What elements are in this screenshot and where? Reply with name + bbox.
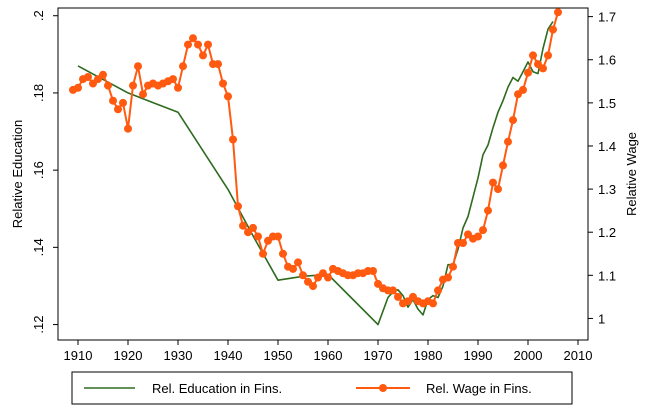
wage-data-point [449, 262, 457, 271]
wage-data-point [119, 98, 127, 107]
wage-data-point [294, 258, 302, 267]
x-tick-label: 2000 [514, 348, 543, 363]
wage-data-point [99, 70, 107, 79]
wage-data-point [174, 83, 182, 92]
x-tick-label: 1930 [164, 348, 193, 363]
wage-data-point [484, 206, 492, 215]
wage-data-point [204, 40, 212, 49]
y-right-tick-label: 1.4 [598, 139, 616, 154]
wage-data-point [279, 249, 287, 258]
y-right-tick-label: 1.2 [598, 225, 616, 240]
wage-data-point [489, 178, 497, 187]
wage-data-point [429, 299, 437, 308]
y-left-tick-label: .14 [31, 238, 46, 256]
legend-label-education: Rel. Education in Fins. [152, 381, 282, 396]
y-right-tick-label: 1 [598, 311, 605, 326]
wage-data-point [474, 232, 482, 241]
plot-area-frame [57, 7, 589, 341]
x-tick-label: 1910 [64, 348, 93, 363]
wage-data-point [179, 62, 187, 71]
wage-data-point [259, 249, 267, 258]
wage-data-point [289, 264, 297, 273]
wage-data-point [219, 79, 227, 88]
wage-data-point [299, 271, 307, 280]
wage-data-point [324, 273, 332, 282]
wage-data-point [229, 135, 237, 144]
wage-data-point [189, 34, 197, 43]
wage-data-point [199, 51, 207, 60]
wage-data-point [114, 105, 122, 114]
y-right-tick-label: 1.7 [598, 10, 616, 25]
wage-data-point [129, 81, 137, 90]
wage-data-point [194, 40, 202, 49]
wage-data-point [84, 73, 92, 81]
wage-data-point [494, 185, 502, 194]
wage-data-point [369, 267, 377, 275]
wage-data-point [254, 232, 262, 241]
y-left-tick-label: .18 [31, 84, 46, 102]
y-right-tick-label: 1.3 [598, 182, 616, 197]
wage-data-point [74, 83, 82, 92]
wage-data-point [479, 226, 487, 235]
wage-data-point [184, 40, 192, 49]
wage-data-point [169, 75, 177, 84]
wage-data-point [519, 85, 527, 94]
x-tick-label: 2010 [564, 348, 593, 363]
wage-data-point [139, 90, 147, 99]
x-tick-label: 1950 [264, 348, 293, 363]
wage-data-point [239, 221, 247, 230]
wage-data-point [539, 64, 547, 73]
wage-data-point [554, 8, 562, 17]
wage-data-point [394, 292, 402, 301]
wage-data-point [124, 124, 132, 133]
wage-data-point [389, 286, 397, 295]
y-right-tick-label: 1.6 [598, 53, 616, 68]
wage-data-point [434, 286, 442, 295]
x-tick-label: 1960 [314, 348, 343, 363]
wage-data-point [214, 60, 222, 69]
x-tick-label: 1920 [114, 348, 143, 363]
wage-data-point [549, 25, 557, 34]
wage-data-point [524, 68, 532, 77]
y-left-tick-label: .16 [31, 161, 46, 179]
wage-data-point [529, 51, 537, 60]
wage-data-point [544, 51, 552, 60]
x-tick-label: 1980 [414, 348, 443, 363]
wage-data-point [104, 81, 112, 90]
legend-swatch-wage-marker [379, 384, 387, 392]
y-right-tick-label: 1.5 [598, 96, 616, 111]
y-left-axis-title: Relative Education [10, 120, 25, 228]
series-line-wage [72, 12, 559, 305]
x-tick-label: 1940 [214, 348, 243, 363]
wage-data-point [444, 273, 452, 282]
y-left-tick-label: .12 [31, 316, 46, 334]
y-left-tick-label: .2 [31, 10, 46, 21]
wage-data-point [499, 161, 507, 170]
wage-data-point [459, 239, 467, 247]
x-tick-label: 1970 [364, 348, 393, 363]
y-right-axis-title: Relative Wage [624, 132, 639, 216]
wage-data-point [504, 137, 512, 146]
wage-data-point [224, 92, 232, 101]
series-line-education [77, 21, 554, 326]
wage-data-point [509, 116, 517, 125]
wage-data-point [134, 62, 142, 71]
wage-data-point [309, 282, 317, 291]
wage-data-point [234, 202, 242, 211]
wage-data-point [274, 232, 282, 241]
legend-label-wage: Rel. Wage in Fins. [426, 381, 532, 396]
legend-box [71, 371, 573, 405]
wage-data-point [109, 96, 117, 105]
wage-data-point [249, 223, 257, 232]
y-right-tick-label: 1.1 [598, 268, 616, 283]
x-tick-label: 1990 [464, 348, 493, 363]
